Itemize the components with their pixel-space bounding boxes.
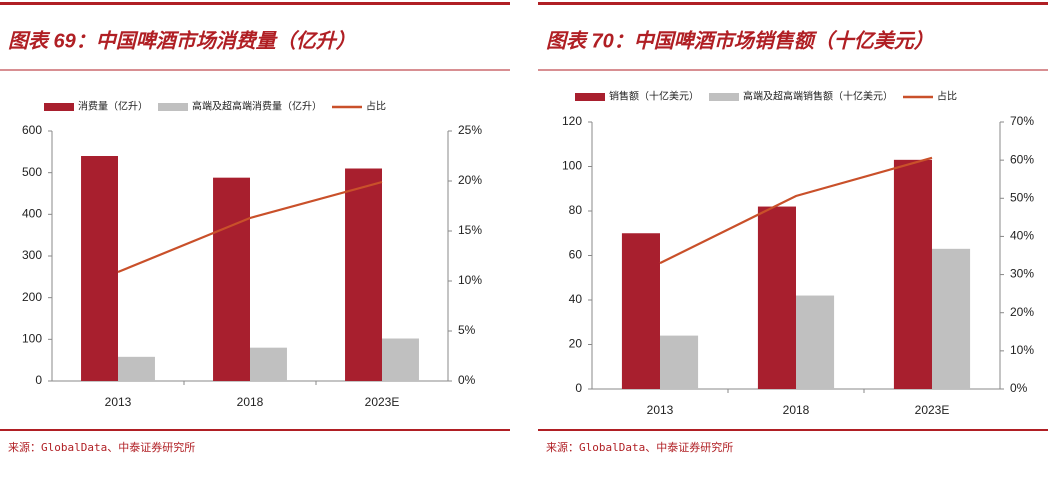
y-tick-label: 0 xyxy=(575,381,582,395)
y-tick-label: 20 xyxy=(569,337,583,351)
y2-tick-label: 60% xyxy=(1010,152,1034,166)
y-tick-label: 200 xyxy=(22,290,42,304)
top-rule xyxy=(0,2,510,5)
y-tick-label: 600 xyxy=(22,123,42,137)
chart-title: 图表 69：中国啤酒市场消费量（亿升） xyxy=(8,29,356,52)
y-tick-label: 100 xyxy=(22,332,42,346)
bar xyxy=(250,347,287,381)
x-tick-label: 2023E xyxy=(915,403,950,417)
y2-tick-label: 25% xyxy=(458,123,482,137)
bar xyxy=(213,177,250,381)
bar xyxy=(382,338,419,381)
y2-tick-label: 10% xyxy=(1010,343,1034,357)
legend-swatch xyxy=(44,103,74,111)
legend-label: 消费量（亿升） xyxy=(78,100,148,113)
y-tick-label: 500 xyxy=(22,165,42,179)
legend-label: 高端及超高端消费量（亿升） xyxy=(192,100,322,113)
bar xyxy=(893,159,932,389)
bar xyxy=(345,168,382,381)
y2-tick-label: 10% xyxy=(458,273,482,287)
y2-tick-label: 40% xyxy=(1010,229,1034,243)
x-tick-label: 2023E xyxy=(365,395,400,409)
bar xyxy=(621,233,660,389)
bar xyxy=(118,356,155,381)
legend-label: 占比 xyxy=(366,100,386,113)
y-tick-label: 60 xyxy=(569,248,583,262)
x-tick-label: 2013 xyxy=(647,403,674,417)
x-tick-label: 2018 xyxy=(237,395,264,409)
source: 来源：GlobalData、中泰证券研究所 xyxy=(546,440,733,454)
chart-title: 图表 70：中国啤酒市场销售额（十亿美元） xyxy=(546,29,934,52)
y-tick-label: 80 xyxy=(569,203,583,217)
legend-label: 高端及超高端销售额（十亿美元） xyxy=(743,90,893,103)
top-rule xyxy=(538,2,1048,5)
line xyxy=(117,180,383,274)
bar xyxy=(81,156,118,381)
legend-swatch xyxy=(158,103,188,111)
line xyxy=(659,156,933,265)
y-tick-label: 40 xyxy=(569,292,583,306)
source: 来源：GlobalData、中泰证券研究所 xyxy=(8,440,195,454)
y2-tick-label: 20% xyxy=(458,173,482,187)
y2-tick-label: 5% xyxy=(458,323,476,337)
y2-tick-label: 15% xyxy=(458,223,482,237)
y2-tick-label: 0% xyxy=(458,373,476,387)
bar xyxy=(796,295,835,389)
y-tick-label: 300 xyxy=(22,248,42,262)
legend-swatch xyxy=(709,93,739,101)
legend-label: 销售额（十亿美元） xyxy=(609,90,699,103)
x-tick-label: 2018 xyxy=(783,403,810,417)
bar xyxy=(757,206,796,389)
y2-tick-label: 70% xyxy=(1010,114,1034,128)
y-tick-label: 120 xyxy=(562,114,582,128)
legend-label: 占比 xyxy=(937,90,957,103)
y2-tick-label: 0% xyxy=(1010,381,1028,395)
y2-tick-label: 30% xyxy=(1010,267,1034,281)
y-tick-label: 400 xyxy=(22,207,42,221)
legend-swatch xyxy=(575,93,605,101)
y-tick-label: 0 xyxy=(35,373,42,387)
x-tick-label: 2013 xyxy=(105,395,132,409)
y-tick-label: 100 xyxy=(562,159,582,173)
y2-tick-label: 20% xyxy=(1010,305,1034,319)
bar xyxy=(932,248,971,389)
bar xyxy=(660,335,699,389)
y2-tick-label: 50% xyxy=(1010,190,1034,204)
